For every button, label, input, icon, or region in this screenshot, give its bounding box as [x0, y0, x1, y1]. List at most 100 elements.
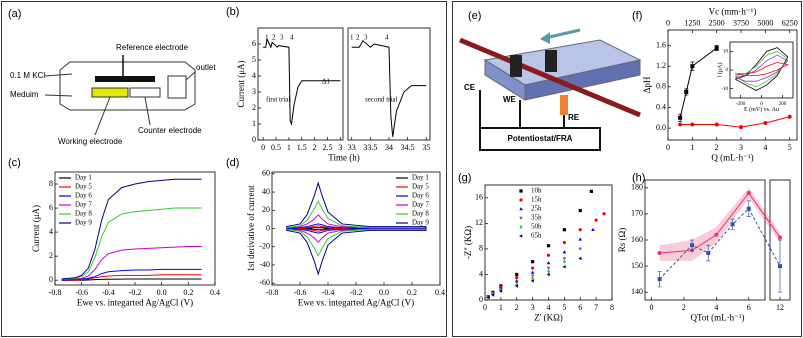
arrow-head [540, 32, 550, 44]
marker [515, 272, 519, 277]
legend-swatch [519, 216, 523, 220]
axes-frame [54, 171, 216, 286]
marker [730, 222, 735, 227]
outlet-lead [185, 71, 196, 81]
x-tick-label: -0.6 [294, 288, 307, 297]
diagram-a: Reference electrode 0.1 M KCl Meduim out… [10, 43, 216, 146]
marker [491, 293, 495, 297]
error-band [716, 187, 749, 243]
x-tick-label: 5 [788, 143, 792, 152]
y-tick-label: -10 [721, 87, 728, 92]
x2-tick-label: 2500 [709, 18, 725, 27]
label: 0.1 M KCl [10, 71, 45, 80]
left-frame [1, 1, 447, 337]
series-line [61, 278, 202, 281]
y-axis-title: -Z'' (KΩ) [463, 226, 473, 259]
y-tick-label: 2 [49, 251, 53, 260]
marker [546, 261, 551, 265]
x-tick-label: 0.4 [210, 288, 220, 297]
series-line [285, 223, 426, 234]
legend-label: 15h [531, 196, 542, 204]
x-axis-title: Z' (KΩ) [534, 312, 563, 322]
x-tick-label: 0.2 [407, 288, 417, 297]
marker [486, 295, 490, 300]
y-tick-label: 140 [631, 287, 643, 296]
panel-label: (b) [226, 6, 239, 18]
x-tick-label: 12 [776, 303, 784, 312]
marker [562, 257, 567, 261]
x-tick-label: 0.5 [271, 143, 281, 152]
label: Working electrode [58, 137, 123, 146]
legend-label: Day 5 [75, 183, 92, 191]
panel-label: (c) [8, 157, 21, 169]
series-line [61, 268, 202, 281]
y-tick-label: 0 [49, 275, 53, 284]
y-tick-label: 12 [475, 218, 483, 227]
x-tick-label: 2 [313, 143, 317, 152]
legend-label: Day 5 [412, 183, 429, 191]
cell-body [59, 61, 196, 111]
marker [531, 266, 535, 270]
electrode [560, 95, 568, 115]
axes-frame [484, 184, 613, 301]
y-tick-label: -20 [259, 242, 270, 251]
annotation: 1 [265, 34, 269, 42]
series-line [61, 246, 202, 281]
flow-arrow [544, 28, 581, 40]
x-tick-label: 0.0 [157, 288, 167, 297]
x2-tick-label: 3750 [733, 18, 749, 27]
y-tick-label: 10 [723, 49, 729, 54]
legend-label: Day 9 [412, 219, 429, 227]
panel-label: (e) [468, 10, 481, 22]
x-axis-title: Q (mL·h⁻¹) [711, 152, 753, 162]
error-band [659, 240, 693, 261]
x-tick-label: 34 [385, 143, 393, 152]
series-line [286, 225, 426, 232]
x-tick-label: 1 [287, 143, 291, 152]
y-tick-label: 0 [252, 135, 256, 144]
legend-label: 10h [531, 187, 542, 195]
legend-label: Day 8 [412, 210, 429, 218]
x2-tick-label: 5000 [757, 18, 773, 27]
x-tick-label: 7 [594, 303, 598, 312]
marker [690, 243, 695, 248]
x2-tick-label: 0 [666, 18, 670, 27]
legend-label: Day 1 [75, 174, 92, 182]
y-tick-label: 5 [252, 55, 256, 64]
series-line [735, 54, 789, 82]
marker [515, 276, 519, 280]
marker [778, 235, 782, 240]
marker [739, 125, 744, 130]
legend-label: 25h [531, 205, 542, 213]
x2-tick-label: 6250 [782, 18, 798, 27]
y-tick-label: 1.6 [656, 40, 666, 49]
legend-label: Day 1 [412, 174, 429, 182]
marker [678, 122, 683, 127]
marker [562, 228, 566, 232]
panel-label: (g) [458, 172, 471, 184]
x-tick-label: 2.5 [323, 143, 333, 152]
series-line [735, 47, 789, 91]
y-axis-title: ΔpH [642, 76, 652, 93]
marker [589, 189, 593, 193]
x-tick-label: 3 [338, 143, 342, 152]
marker [594, 218, 598, 222]
marker [530, 270, 535, 274]
x-tick-label: 2 [515, 303, 519, 312]
y-axis-title: Rs (Ω) [617, 228, 627, 252]
y-tick-label: 4 [49, 227, 53, 236]
legend-swatch [519, 207, 523, 211]
marker [514, 284, 519, 288]
x-tick-label: 33 [348, 143, 356, 152]
marker [657, 251, 662, 256]
legend-label: Day 6 [75, 192, 92, 200]
label: Reference electrode [116, 43, 189, 52]
marker [690, 122, 695, 127]
marker [714, 46, 719, 51]
legend-label: Day 8 [75, 210, 92, 218]
marker [714, 122, 719, 127]
y-tick-label: 0.0 [656, 123, 666, 132]
electrode [545, 50, 557, 72]
marker [514, 278, 519, 283]
error-band [692, 226, 717, 261]
